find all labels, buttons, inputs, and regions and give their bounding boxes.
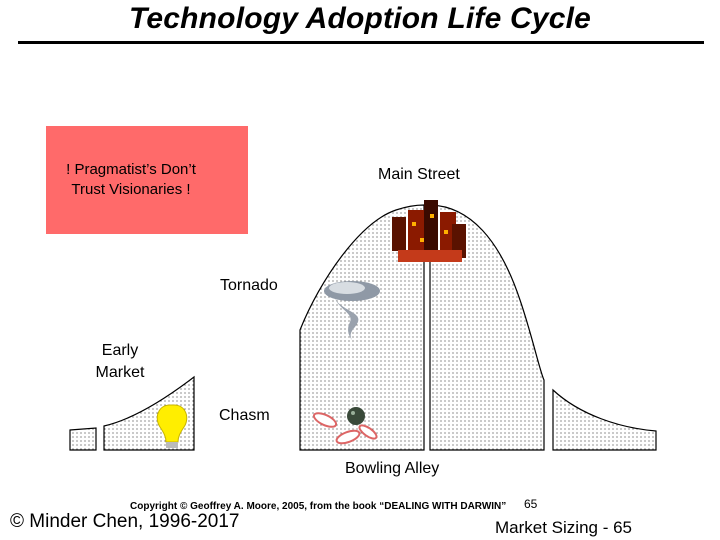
small-page-number: 65 [524, 497, 538, 511]
footer-author: © Minder Chen, 1996-2017 [10, 511, 240, 532]
title-underline [18, 41, 704, 44]
label-tornado: Tornado [220, 277, 278, 294]
city-icon [392, 200, 466, 262]
label-early-market-line-2: Market [95, 364, 145, 381]
bowling-icon [312, 407, 378, 445]
tornado-icon [324, 281, 380, 340]
curve-segment-early-majority [299, 204, 425, 451]
footer-page-label: Market Sizing - 65 [495, 518, 632, 537]
curve-segment-late-majority [429, 204, 545, 451]
lightbulb-icon [156, 404, 188, 448]
callout-box [46, 126, 248, 234]
label-early-market-line-1: Early [101, 342, 139, 359]
slide-title: Technology Adoption Life Cycle [128, 2, 592, 35]
curve-segment-innovators [69, 427, 97, 451]
curve-segment-laggards [552, 388, 657, 451]
callout-line-2: Trust Visionaries ! [71, 181, 191, 198]
label-bowling-alley: Bowling Alley [345, 460, 440, 477]
label-early-market: Early Market [90, 340, 150, 384]
callout-text: ! Pragmatist’s Don’t Trust Visionaries ! [46, 160, 216, 200]
label-main-street: Main Street [378, 166, 460, 183]
callout-line-1: ! Pragmatist’s Don’t [66, 161, 196, 178]
label-chasm: Chasm [219, 407, 270, 424]
copyright-note: Copyright © Geoffrey A. Moore, 2005, fro… [130, 501, 507, 512]
